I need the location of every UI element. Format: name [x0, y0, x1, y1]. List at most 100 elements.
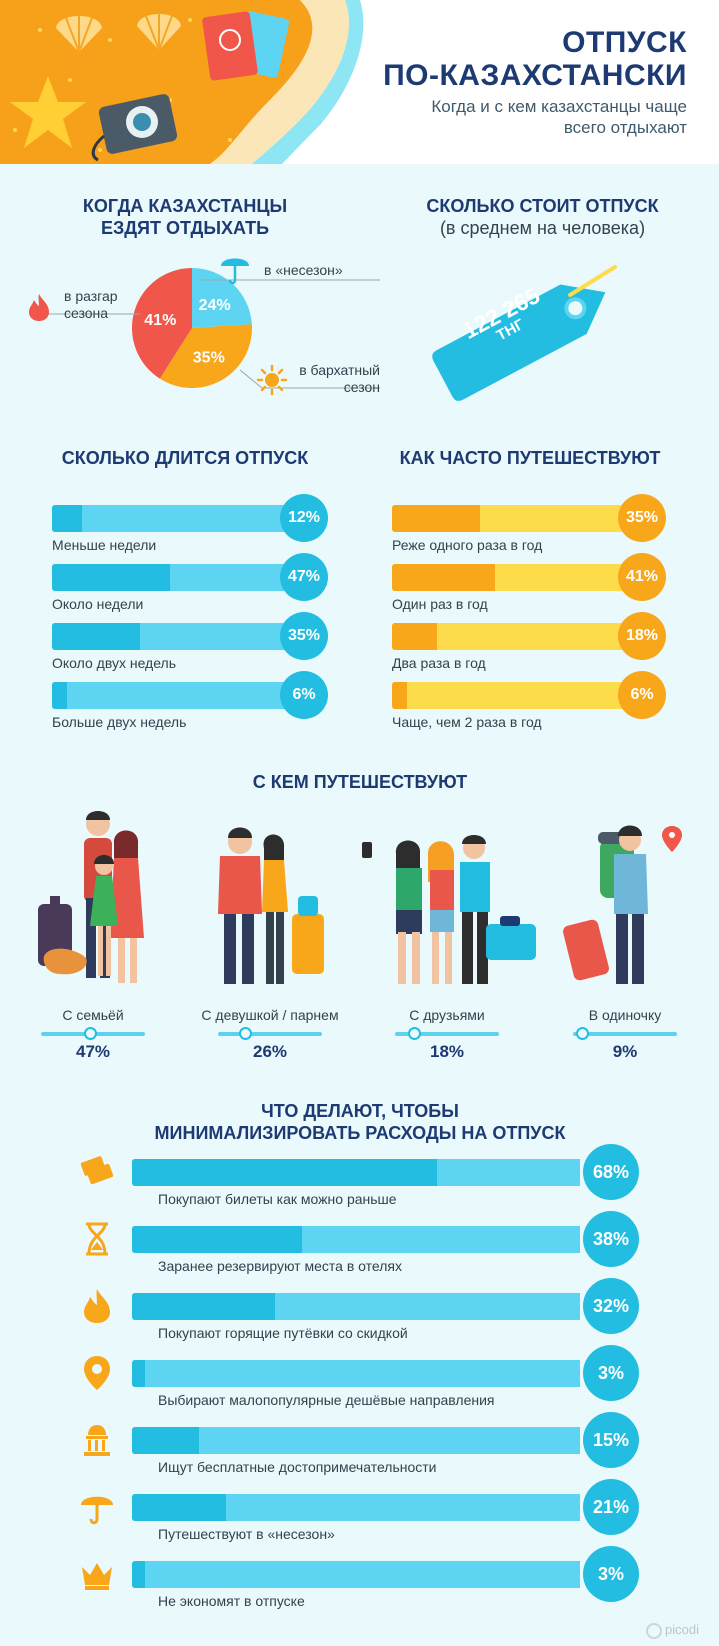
companion-slider-track — [41, 1027, 145, 1040]
price-tag-icon — [432, 265, 617, 401]
savings-bar-fill — [132, 1427, 200, 1454]
savings-bar-fill — [132, 1561, 146, 1588]
seashell-icon — [56, 14, 102, 53]
starfish-icon — [10, 76, 86, 148]
companion-percent: 18% — [429, 1042, 465, 1061]
pie-slice-value: 35% — [193, 349, 225, 366]
frequency-label: Чаще, чем 2 раза в год — [392, 714, 542, 730]
savings-value-badge: 3% — [583, 1546, 639, 1602]
companions-title: С КЕМ ПУТЕШЕСТВУЮТ — [252, 772, 468, 792]
pie-label-peak-line-2: сезона — [64, 305, 109, 321]
passport-icon — [202, 10, 289, 81]
duration-bar-track — [52, 505, 304, 532]
frequency-value-badge: 6% — [618, 671, 666, 719]
fire-icon — [78, 1287, 116, 1325]
duration-bar-fill — [52, 564, 171, 591]
pie-label-velvet-line-2: сезон — [343, 379, 380, 395]
map-pin-icon — [78, 1354, 116, 1392]
savings-bar-track — [132, 1360, 580, 1387]
savings-bar-fill — [132, 1226, 303, 1253]
duration-value-badge: 47% — [280, 553, 328, 601]
title-line-2: ПО-КАЗАХСТАНСКИ — [383, 59, 687, 92]
frequency-value-badge: 41% — [618, 553, 666, 601]
savings-bar-track — [132, 1561, 580, 1588]
museum-icon — [78, 1421, 116, 1459]
companion-percent: 26% — [252, 1042, 288, 1061]
companion-slider-track — [573, 1027, 677, 1040]
crown-icon — [78, 1555, 116, 1593]
frequency-label: Реже одного раза в год — [392, 537, 543, 553]
brand-logo: picodi — [646, 1622, 699, 1639]
companion-label: С девушкой / парнем — [201, 1007, 339, 1023]
companion-percent: 9% — [612, 1042, 638, 1061]
pie-label-velvet-line-1: в бархатный — [299, 362, 380, 378]
savings-bar-track — [132, 1159, 580, 1186]
frequency-title: КАК ЧАСТО ПУТЕШЕСТВУЮТ — [399, 448, 661, 468]
cost-title: СКОЛЬКО СТОИТ ОТПУСК (в среднем на челов… — [395, 195, 690, 239]
pie-slice-value: 41% — [144, 312, 176, 329]
duration-bar-track — [52, 564, 304, 591]
companion-slider-knob — [407, 1027, 421, 1040]
companion-label: С семьёй — [62, 1007, 124, 1023]
savings-title-line-2: МИНИМАЛИЗИРОВАТЬ РАСХОДЫ НА ОТПУСК — [154, 1123, 566, 1143]
savings-label: Ищут бесплатные достопримечательности — [158, 1459, 437, 1475]
savings-title: ЧТО ДЕЛАЮТ, ЧТОБЫ МИНИМАЛИЗИРОВАТЬ РАСХО… — [80, 1100, 640, 1144]
companion-slider-knob — [83, 1027, 97, 1040]
pie-label-velvet: в бархатный сезон — [290, 362, 380, 396]
savings-label: Не экономят в отпуске — [158, 1593, 305, 1609]
duration-value-badge: 6% — [280, 671, 328, 719]
savings-value-badge: 15% — [583, 1412, 639, 1468]
solo-traveler-illustration — [563, 825, 682, 984]
pie-slice — [132, 268, 192, 379]
frequency-value-badge: 35% — [618, 494, 666, 542]
duration-label: Больше двух недель — [52, 714, 187, 730]
savings-label: Путешествуют в «несезон» — [158, 1526, 335, 1542]
savings-value-badge: 3% — [583, 1345, 639, 1401]
savings-bar-fill — [132, 1494, 227, 1521]
pie-leader-line — [239, 369, 380, 389]
page-title: ОТПУСК ПО-КАЗАХСТАНСКИ — [383, 26, 687, 92]
pie-slice — [192, 268, 252, 328]
sun-icon — [256, 364, 288, 396]
savings-value-badge: 38% — [583, 1211, 639, 1267]
frequency-bar-fill — [392, 564, 495, 591]
frequency-label: Один раз в год — [392, 596, 488, 612]
frequency-bar-fill — [392, 505, 480, 532]
companion-slider-knob — [239, 1027, 253, 1040]
fire-icon — [29, 294, 49, 321]
companion-slider-track — [395, 1027, 499, 1040]
pie-label-offseason: в «несезон» — [264, 262, 343, 278]
companion-percent: 47% — [75, 1042, 111, 1061]
frequency-value-badge: 18% — [618, 612, 666, 660]
duration-label: Около недели — [52, 596, 144, 612]
frequency-bar-track — [392, 505, 642, 532]
duration-value-badge: 35% — [280, 612, 328, 660]
companion-label: С друзьями — [409, 1007, 485, 1023]
duration-value-badge: 12% — [280, 494, 328, 542]
page-subtitle: Когда и с кем казахстанцы чаще всего отд… — [431, 97, 687, 137]
cost-title-line-1: СКОЛЬКО СТОИТ ОТПУСК — [426, 196, 659, 216]
when-pie-chart: 24% 35% 41% — [30, 268, 380, 389]
savings-bar-track — [132, 1494, 580, 1521]
frequency-bar-fill — [392, 682, 407, 709]
header-banner: ОТПУСК ПО-КАЗАХСТАНСКИ Когда и с кем каз… — [0, 0, 719, 164]
when-title-line-1: КОГДА КАЗАХСТАНЦЫ — [82, 196, 288, 216]
duration-title: СКОЛЬКО ДЛИТСЯ ОТПУСК — [61, 448, 309, 468]
savings-value-badge: 21% — [583, 1479, 639, 1535]
tickets-icon — [78, 1153, 116, 1191]
duration-bar-track — [52, 682, 304, 709]
duration-bar-fill — [52, 505, 83, 532]
duration-bar-fill — [52, 623, 141, 650]
duration-bar-fill — [52, 682, 68, 709]
savings-title-line-1: ЧТО ДЕЛАЮТ, ЧТОБЫ — [261, 1101, 459, 1121]
companion-label: В одиночку — [588, 1007, 662, 1023]
umbrella-icon — [221, 258, 249, 285]
savings-label: Покупают горящие путёвки со скидкой — [158, 1325, 408, 1341]
frequency-bar-track — [392, 564, 642, 591]
when-title-line-2: ЕЗДЯТ ОТДЫХАТЬ — [100, 218, 270, 238]
savings-label: Заранее резервируют места в отелях — [158, 1258, 402, 1274]
savings-value-badge: 32% — [583, 1278, 639, 1334]
pie-slice — [159, 324, 253, 388]
pie-label-peak: в разгар сезона — [64, 288, 118, 322]
frequency-bar-track — [392, 623, 642, 650]
